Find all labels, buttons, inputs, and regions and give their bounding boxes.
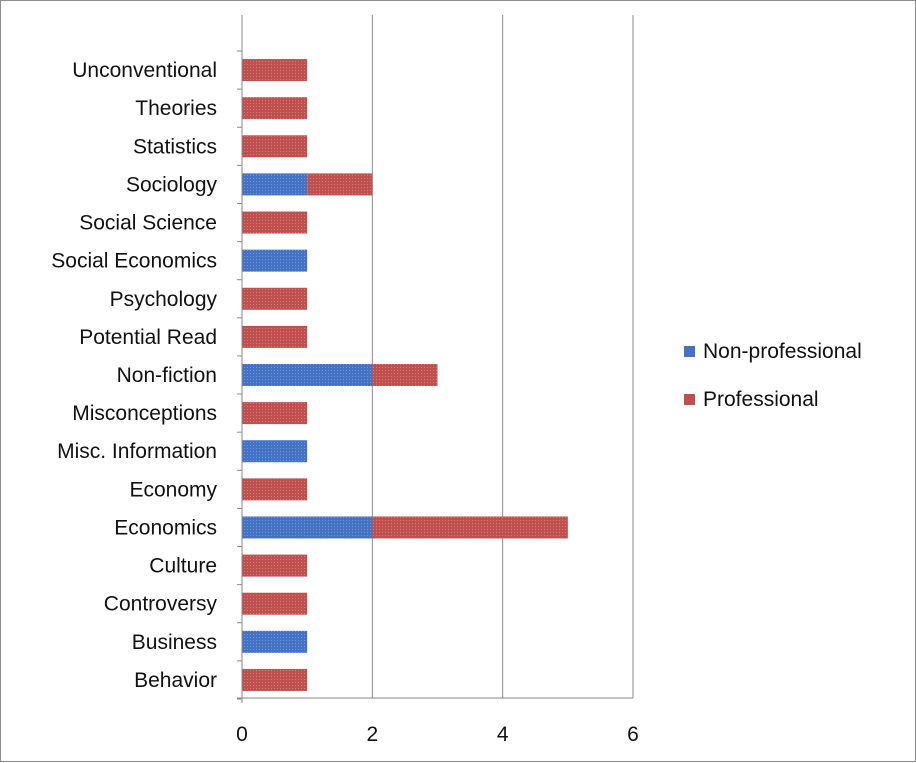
x-tick-label-6: 6 (627, 723, 639, 746)
category-label-misc-information: Misc. Information (57, 440, 217, 463)
category-label-non-fiction: Non-fiction (117, 364, 217, 387)
bar-texture (372, 364, 438, 386)
category-label-economy: Economy (129, 478, 217, 501)
category-label-unconventional: Unconventional (72, 59, 217, 82)
bar-texture (242, 135, 308, 158)
bar-texture (242, 97, 308, 120)
bar-texture (307, 173, 373, 196)
category-label-misconceptions: Misconceptions (72, 402, 217, 425)
tick-labels: 0 2 4 6 (236, 723, 639, 746)
bar-texture (242, 59, 308, 82)
bar-texture (242, 402, 308, 425)
bar-texture (242, 249, 308, 272)
axes (237, 15, 633, 703)
bar-texture (242, 287, 308, 310)
category-label-psychology: Psychology (110, 288, 218, 311)
bar-texture (242, 554, 308, 577)
bar-texture (372, 516, 568, 539)
x-tick-label-2: 2 (366, 723, 378, 746)
category-labels: Behavior Business Controversy Culture Econom… (51, 59, 217, 692)
bar-texture (242, 630, 308, 653)
category-label-social-science: Social Science (79, 212, 217, 235)
category-label-theories: Theories (135, 97, 217, 120)
legend-label-non-professional: Non-professional (703, 340, 862, 363)
gridlines (371, 15, 634, 698)
category-label-potential-read: Potential Read (79, 326, 217, 349)
category-label-sociology: Sociology (126, 173, 218, 196)
legend-label-professional: Professional (703, 388, 819, 411)
legend-swatch-professional (684, 394, 695, 405)
category-label-business: Business (132, 631, 217, 654)
category-label-culture: Culture (149, 555, 217, 578)
category-label-social-economics: Social Economics (51, 250, 217, 273)
legend-swatch-non-professional (684, 346, 695, 357)
bars (242, 59, 568, 691)
bar-texture (242, 516, 373, 539)
bar-texture (242, 592, 308, 615)
bar-texture (242, 440, 308, 463)
category-label-controversy: Controversy (104, 593, 218, 616)
category-label-statistics: Statistics (133, 135, 217, 158)
x-tick-label-0: 0 (236, 723, 248, 746)
category-label-behavior: Behavior (134, 669, 217, 692)
x-tick-label-4: 4 (497, 723, 509, 746)
bar-texture (242, 211, 308, 234)
bar-texture (242, 668, 308, 691)
bar-texture (242, 173, 308, 196)
bar-texture (242, 325, 308, 348)
category-label-economics: Economics (114, 516, 217, 539)
legend: Non-professional Professional (684, 340, 862, 411)
bar-texture (242, 364, 373, 386)
bar-texture (242, 478, 308, 501)
